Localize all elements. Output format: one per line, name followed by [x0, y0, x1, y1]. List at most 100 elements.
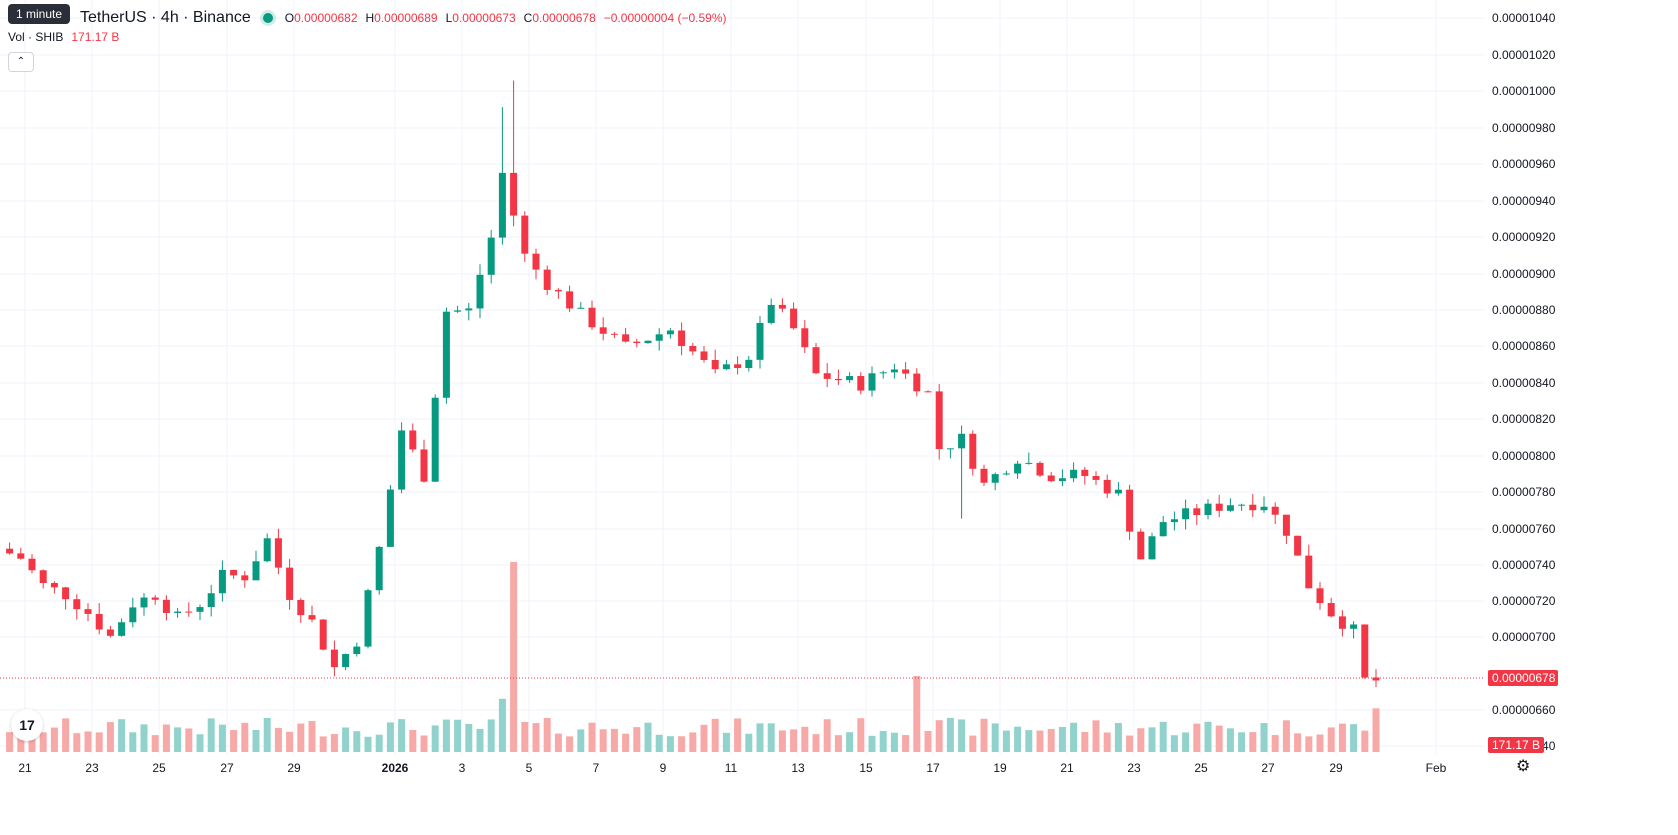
volume-bar: [162, 724, 170, 752]
volume-bar: [1070, 722, 1078, 752]
volume-bar: [1282, 720, 1290, 752]
candle-body: [17, 553, 25, 559]
volume-bar: [140, 724, 148, 752]
candle-body: [398, 430, 406, 490]
candle-body: [622, 334, 630, 342]
last-price-label: 0.00000678: [1492, 671, 1556, 685]
candle-body: [1271, 506, 1279, 515]
legend: TetherUS · 4h · Binance O0.00000682 H0.0…: [8, 8, 727, 28]
candle-body: [84, 609, 92, 614]
time-tick-label: 29: [287, 761, 301, 775]
candle-body: [241, 575, 249, 581]
candle-body: [62, 587, 70, 600]
volume-bar: [353, 731, 361, 752]
volume-bar: [1238, 732, 1246, 752]
high-value: 0.00000689: [374, 11, 438, 25]
candle-body: [1126, 489, 1134, 532]
time-tick-label: 21: [18, 761, 32, 775]
candle-body: [364, 590, 372, 647]
volume-bar: [1271, 735, 1279, 752]
time-tick-label: 23: [1127, 761, 1141, 775]
last-volume-badge: [1488, 737, 1544, 753]
volume-bar: [230, 730, 238, 752]
volume-bar: [1137, 728, 1145, 752]
time-tick-label: 7: [593, 761, 600, 775]
candle-body: [790, 308, 798, 329]
candle-body: [106, 629, 114, 636]
tradingview-logo[interactable]: 17: [11, 709, 43, 741]
candle-body: [666, 330, 674, 335]
volume-bar: [767, 723, 775, 752]
candle-body: [218, 569, 226, 594]
volume-bar: [666, 736, 674, 752]
candle-body: [913, 373, 921, 392]
candle-body: [308, 615, 316, 620]
volume-bar: [566, 736, 574, 752]
candle-body: [1338, 616, 1346, 629]
volume-bar: [297, 723, 305, 752]
volume-bar: [846, 732, 854, 752]
volume-bar: [801, 726, 809, 752]
candle-body: [174, 611, 182, 613]
volume-bar: [196, 734, 204, 752]
candle-body: [1260, 506, 1268, 511]
candle-body: [39, 570, 47, 583]
candle-body: [286, 567, 294, 600]
chevron-up-icon[interactable]: ⌃: [8, 52, 34, 72]
symbol-title[interactable]: TetherUS · 4h · Binance: [80, 9, 251, 26]
candle-body: [353, 646, 361, 655]
gear-icon[interactable]: ⚙: [1516, 758, 1531, 775]
candle-body: [196, 607, 204, 612]
candle-body: [1249, 504, 1257, 511]
volume-bar: [1036, 730, 1044, 752]
candle-body: [230, 569, 238, 576]
volume-bar: [1204, 721, 1212, 752]
volume-legend: Vol · SHIB 171.17 B: [8, 30, 119, 44]
volume-bar: [498, 698, 506, 752]
volume-bar: [364, 736, 372, 752]
candle-body: [935, 391, 943, 450]
candle-body: [734, 364, 742, 369]
volume-bar: [465, 723, 473, 752]
volume-bar: [700, 724, 708, 752]
candle-body: [252, 561, 260, 581]
volume-bar: [1148, 727, 1156, 752]
last-volume-label: 171.17 B: [1492, 738, 1540, 752]
volume-bar: [95, 732, 103, 752]
candle-body: [1103, 479, 1111, 494]
time-tick-label: 17: [926, 761, 940, 775]
candle-body: [588, 307, 596, 328]
candle-body: [1058, 478, 1066, 482]
volume-bar: [274, 727, 282, 752]
volume-bar: [1025, 730, 1033, 752]
price-tick-label: 0.00000660: [1492, 703, 1556, 717]
volume-bar: [308, 721, 316, 752]
volume-bar: [510, 562, 518, 752]
candle-body: [767, 304, 775, 323]
candle-body: [812, 347, 820, 374]
candle-body: [1114, 489, 1122, 494]
volume-bar: [734, 718, 742, 752]
candle-body: [543, 269, 551, 290]
volume-bar: [84, 731, 92, 752]
grid: [0, 0, 1484, 755]
volume-bar: [39, 732, 47, 752]
price-tick-label: 0.00000840: [1492, 376, 1556, 390]
volume-bar: [185, 728, 193, 752]
volume-bar: [431, 725, 439, 752]
price-tick-label: 0.00001000: [1492, 84, 1556, 98]
ohlc-values: O0.00000682 H0.00000689 L0.00000673 C0.0…: [284, 11, 727, 25]
volume-bar: [543, 717, 551, 752]
candle-body: [1047, 475, 1055, 482]
candle-body: [454, 310, 462, 312]
volume-bar: [118, 719, 126, 752]
volume-bar: [588, 722, 596, 752]
volume-bar: [790, 729, 798, 752]
volume-bar: [1047, 728, 1055, 752]
candle-body: [319, 619, 327, 650]
candle-body: [162, 599, 170, 613]
candle-body: [1002, 473, 1010, 475]
candle-body: [1159, 522, 1167, 537]
candle-body: [857, 376, 865, 391]
